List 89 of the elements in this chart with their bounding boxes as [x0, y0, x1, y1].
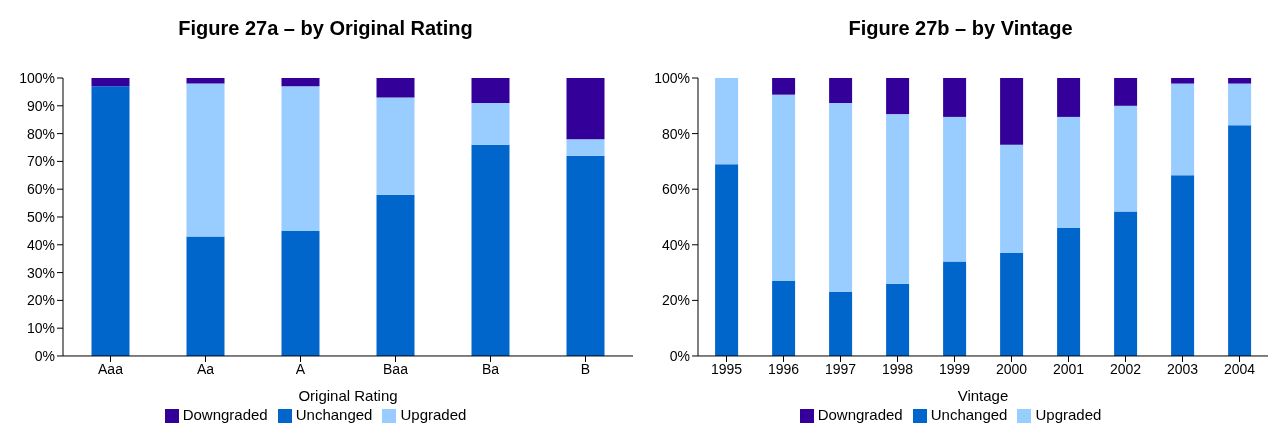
- x-tick-label: 2003: [1166, 360, 1199, 377]
- x-tick-label: Ba: [481, 360, 500, 377]
- bar: [943, 116, 967, 262]
- bar: [186, 78, 225, 84]
- bar: [829, 292, 853, 356]
- bar: [772, 280, 796, 356]
- x-tick-label: 1996: [767, 360, 800, 377]
- y-tick-label: 60%: [26, 181, 55, 198]
- bar: [1000, 78, 1024, 145]
- y-tick-label: 40%: [661, 236, 690, 253]
- x-tick-label: B: [580, 360, 591, 377]
- bar: [1000, 144, 1024, 254]
- bar: [91, 86, 130, 356]
- bar: [281, 86, 320, 231]
- legend-label: Upgraded: [1035, 405, 1102, 423]
- x-tick-label: 2000: [995, 360, 1028, 377]
- y-tick-label: 50%: [26, 208, 55, 225]
- bar: [1171, 175, 1195, 356]
- bar: [886, 114, 910, 284]
- bar: [91, 78, 130, 87]
- bar: [471, 103, 510, 145]
- x-tick-label: 2001: [1052, 360, 1085, 377]
- y-tick-label: 80%: [661, 125, 690, 142]
- y-tick-label: 60%: [661, 181, 690, 198]
- bar: [376, 194, 415, 356]
- bar: [566, 155, 605, 356]
- bar: [1114, 78, 1138, 106]
- bar: [186, 236, 225, 356]
- bar: [281, 230, 320, 356]
- legend-label: Unchanged: [930, 405, 1008, 423]
- bar: [886, 78, 910, 115]
- bar: [471, 78, 510, 104]
- bar: [1057, 78, 1081, 117]
- bar: [715, 78, 739, 165]
- y-tick-label: 90%: [26, 97, 55, 114]
- bar: [281, 78, 320, 87]
- bar: [566, 78, 605, 140]
- bar: [1171, 83, 1195, 176]
- x-tick-label: 2002: [1109, 360, 1142, 377]
- bar: [1114, 105, 1138, 212]
- bar: [1228, 83, 1252, 126]
- x-tick-label: 1999: [938, 360, 971, 377]
- bar: [1057, 228, 1081, 356]
- x-axis-title: Original Rating: [298, 386, 398, 404]
- chart-title: Figure 27b – by Vintage: [847, 16, 1074, 41]
- bar: [829, 78, 853, 104]
- y-tick-label: 40%: [26, 236, 55, 253]
- y-tick-label: 0%: [34, 347, 55, 364]
- bar: [1114, 211, 1138, 356]
- y-tick-label: 10%: [26, 320, 55, 337]
- bar: [829, 103, 853, 293]
- bar: [1228, 125, 1252, 356]
- bar: [943, 78, 967, 117]
- bar: [1228, 78, 1252, 84]
- x-tick-label: 1998: [881, 360, 914, 377]
- legend-label: Upgraded: [400, 405, 467, 423]
- bar: [772, 78, 796, 95]
- bar: [886, 283, 910, 356]
- x-tick-label: Baa: [383, 360, 409, 377]
- legend-label: Downgraded: [182, 405, 268, 423]
- chart-title: Figure 27a – by Original Rating: [177, 16, 474, 41]
- bar: [566, 139, 605, 156]
- legend-label: Downgraded: [817, 405, 903, 423]
- y-tick-label: 20%: [26, 292, 55, 309]
- x-tick-label: 1997: [824, 360, 857, 377]
- y-tick-label: 30%: [26, 264, 55, 281]
- y-tick-label: 100%: [19, 69, 55, 86]
- bar: [772, 94, 796, 281]
- bar: [376, 97, 415, 195]
- x-tick-label: A: [295, 360, 306, 377]
- y-tick-label: 80%: [26, 125, 55, 142]
- y-tick-label: 70%: [26, 153, 55, 170]
- x-tick-label: Aa: [196, 360, 215, 377]
- x-axis-title: Vintage: [957, 386, 1009, 404]
- bar: [1000, 253, 1024, 356]
- x-tick-label: 2004: [1223, 360, 1256, 377]
- bar: [1057, 116, 1081, 229]
- x-tick-label: Aaa: [98, 360, 124, 377]
- legend-label: Unchanged: [295, 405, 373, 423]
- bar: [943, 261, 967, 356]
- y-tick-label: 100%: [654, 69, 690, 86]
- bar: [715, 164, 739, 356]
- bar: [186, 83, 225, 237]
- bar: [471, 144, 510, 356]
- y-tick-label: 20%: [661, 292, 690, 309]
- y-tick-label: 0%: [669, 347, 690, 364]
- x-tick-label: 1995: [710, 360, 743, 377]
- bar: [1171, 78, 1195, 84]
- bar: [376, 78, 415, 98]
